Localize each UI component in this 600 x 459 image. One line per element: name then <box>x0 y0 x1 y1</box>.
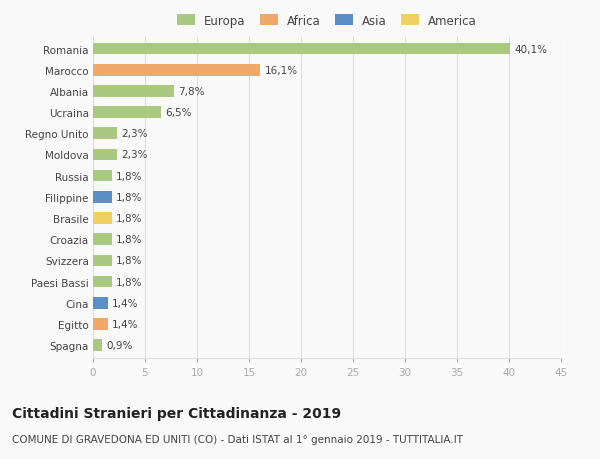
Bar <box>93 149 117 161</box>
Legend: Europa, Africa, Asia, America: Europa, Africa, Asia, America <box>177 15 477 28</box>
Bar <box>93 276 112 288</box>
Text: 2,3%: 2,3% <box>121 129 148 139</box>
Text: 1,8%: 1,8% <box>116 235 142 245</box>
Bar <box>93 170 112 182</box>
Bar <box>93 297 107 309</box>
Text: 40,1%: 40,1% <box>514 45 547 55</box>
Bar <box>93 213 112 224</box>
Text: Cittadini Stranieri per Cittadinanza - 2019: Cittadini Stranieri per Cittadinanza - 2… <box>12 406 341 420</box>
Text: 1,8%: 1,8% <box>116 192 142 202</box>
Text: 1,8%: 1,8% <box>116 171 142 181</box>
Text: 1,8%: 1,8% <box>116 256 142 266</box>
Bar <box>93 44 510 55</box>
Bar <box>93 86 174 97</box>
Text: 2,3%: 2,3% <box>121 150 148 160</box>
Bar <box>93 340 103 351</box>
Bar <box>93 191 112 203</box>
Text: 16,1%: 16,1% <box>265 66 298 76</box>
Text: 1,8%: 1,8% <box>116 213 142 224</box>
Text: 1,8%: 1,8% <box>116 277 142 287</box>
Bar <box>93 107 161 118</box>
Text: 6,5%: 6,5% <box>165 108 191 118</box>
Bar <box>93 319 107 330</box>
Text: 1,4%: 1,4% <box>112 298 138 308</box>
Bar <box>93 234 112 246</box>
Text: 1,4%: 1,4% <box>112 319 138 329</box>
Text: COMUNE DI GRAVEDONA ED UNITI (CO) - Dati ISTAT al 1° gennaio 2019 - TUTTITALIA.I: COMUNE DI GRAVEDONA ED UNITI (CO) - Dati… <box>12 434 463 444</box>
Bar <box>93 65 260 76</box>
Bar <box>93 255 112 267</box>
Text: 0,9%: 0,9% <box>107 340 133 350</box>
Bar <box>93 128 117 140</box>
Text: 7,8%: 7,8% <box>178 87 205 97</box>
